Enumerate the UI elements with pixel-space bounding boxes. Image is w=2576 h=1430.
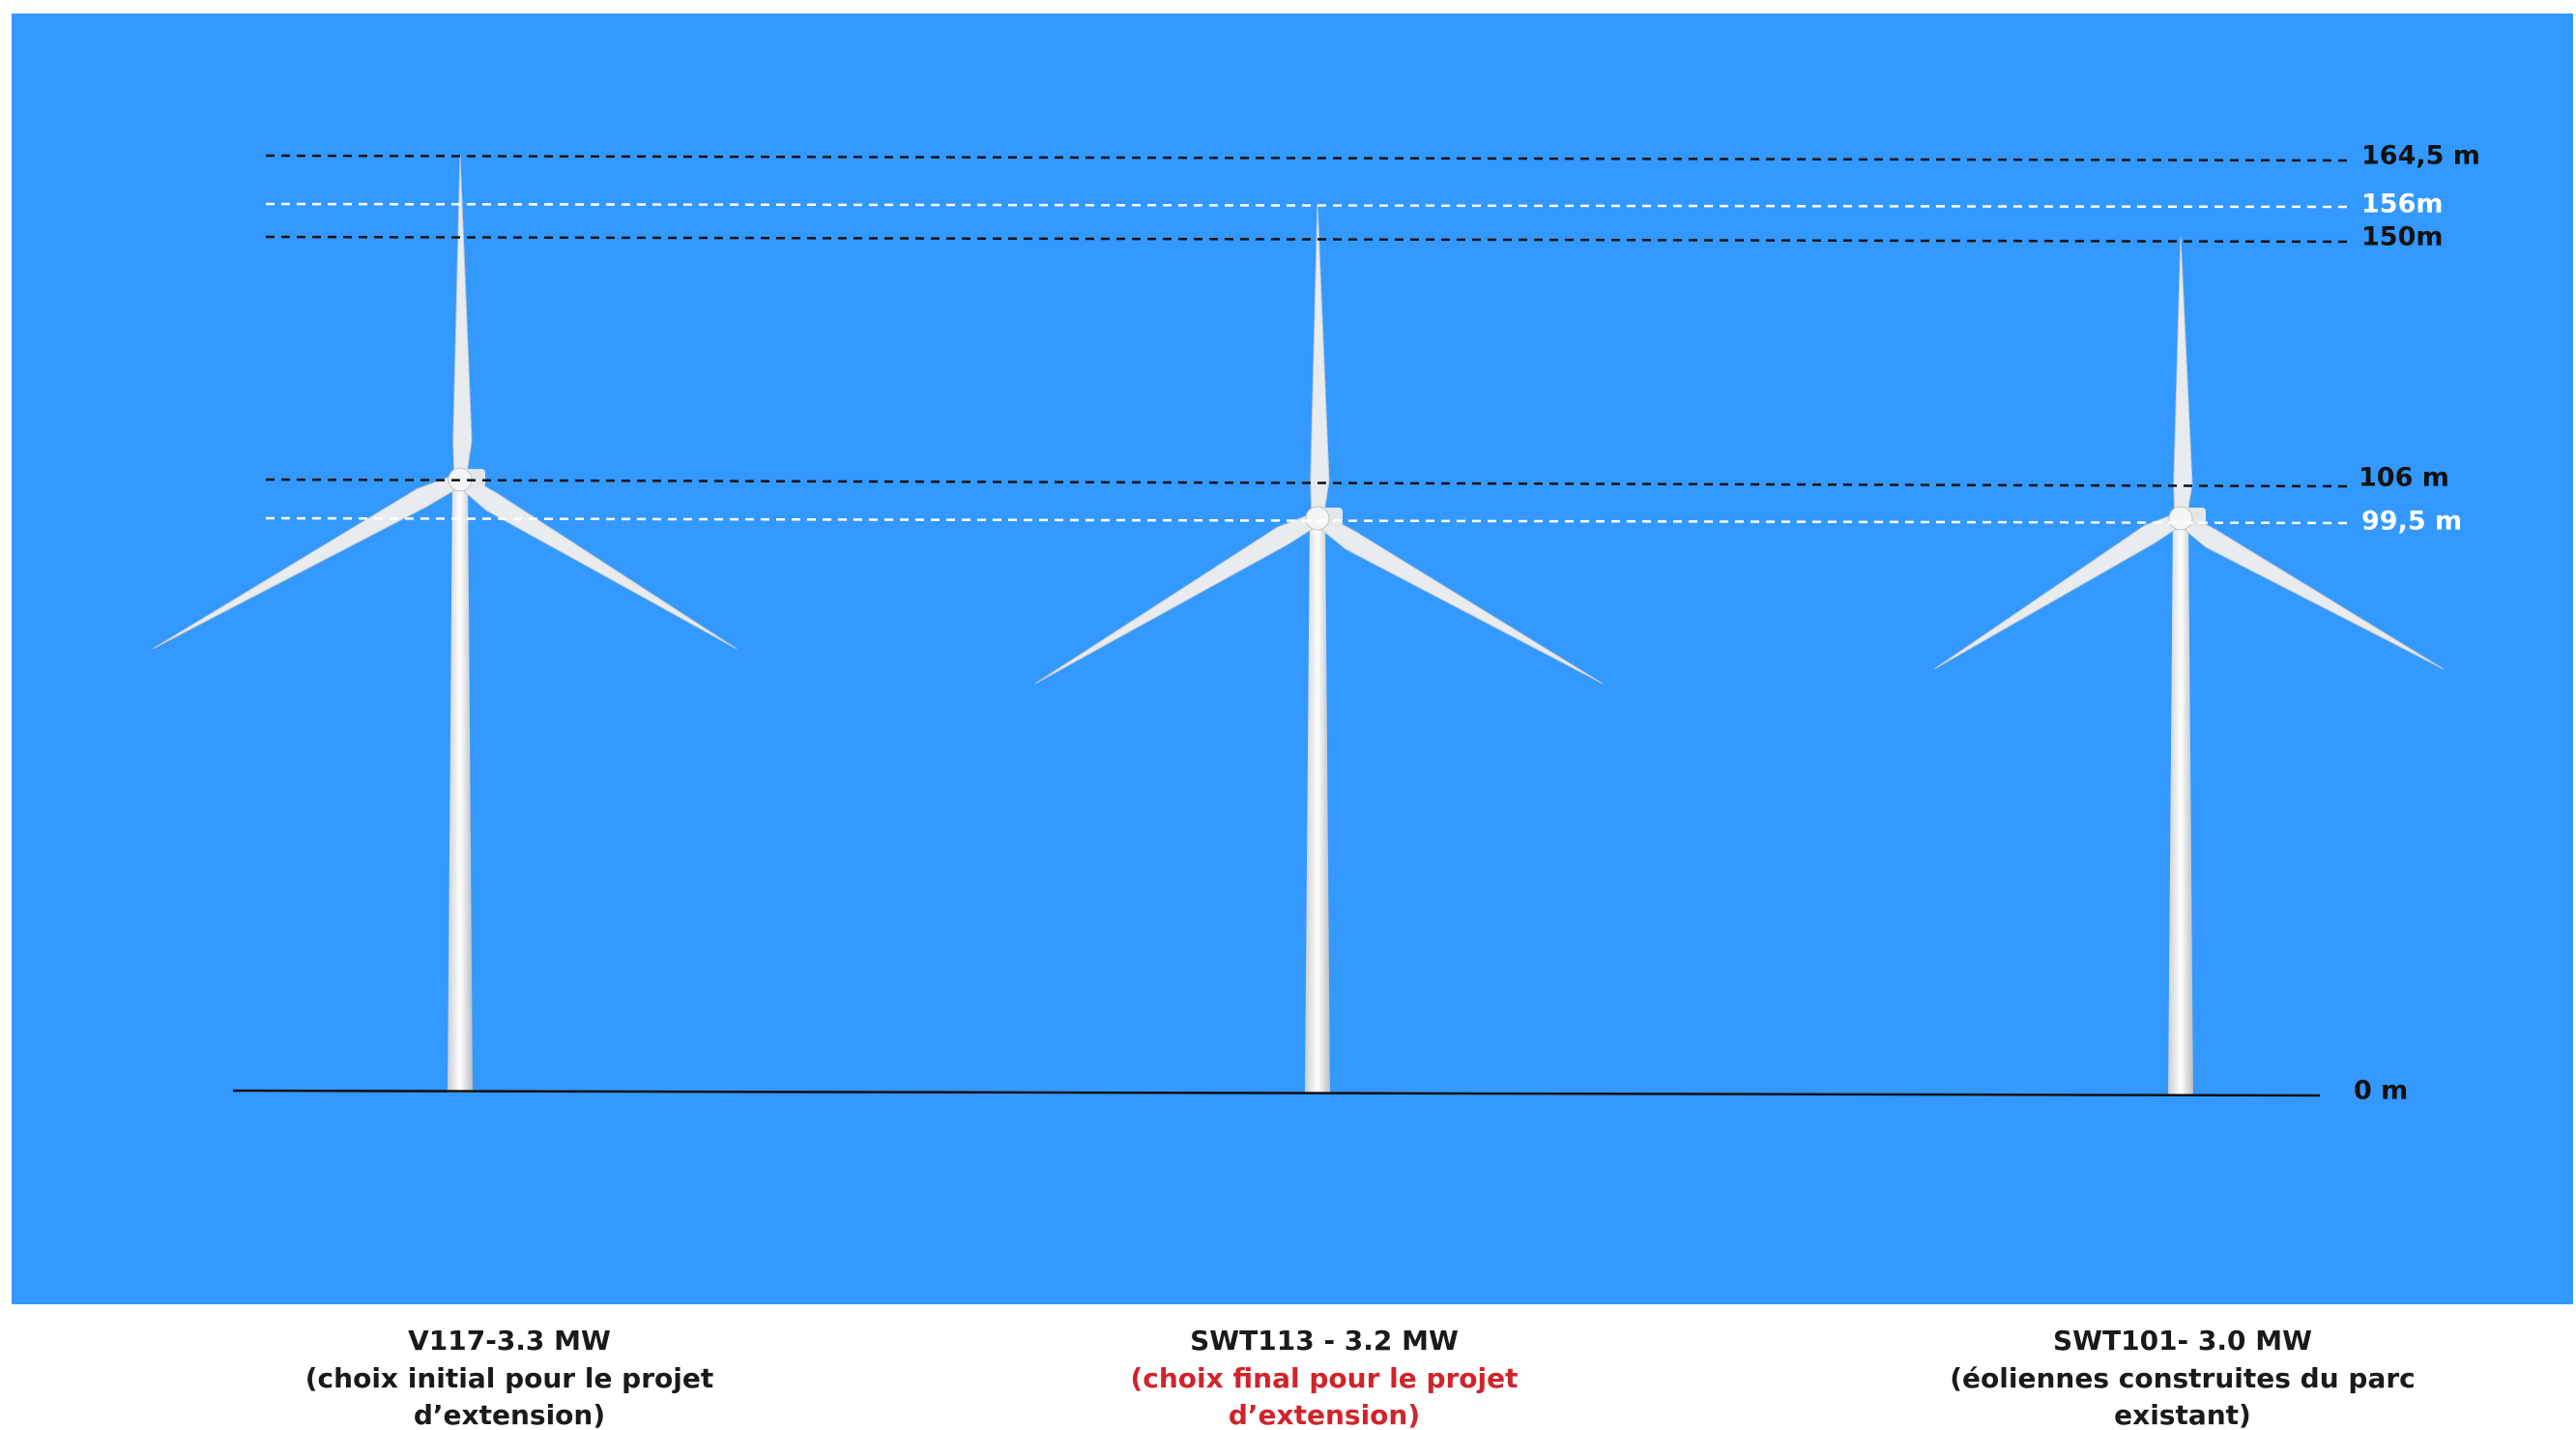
turbine-caption: d’extension) <box>1229 1399 1420 1430</box>
level-label: 106 m <box>2359 463 2449 493</box>
level-label: 99,5 m <box>2361 507 2462 537</box>
turbine-name: V117-3.3 MW <box>408 1325 611 1357</box>
sky <box>12 14 2573 1304</box>
turbine-caption: (choix final pour le projet <box>1130 1362 1518 1394</box>
tower <box>2168 518 2193 1095</box>
turbine-caption: (choix initial pour le projet <box>305 1362 714 1394</box>
level-label: 156m <box>2361 190 2444 219</box>
tower <box>448 480 473 1093</box>
turbine-name: SWT113 - 3.2 MW <box>1190 1325 1459 1357</box>
turbine-caption: (éoliennes construites du parc <box>1950 1362 2416 1394</box>
tower <box>1305 518 1330 1094</box>
turbine-name: SWT101- 3.0 MW <box>2053 1325 2312 1357</box>
ground-line <box>232 1089 2321 1097</box>
turbine-caption: existant) <box>2114 1399 2251 1430</box>
level-line <box>265 154 2354 162</box>
level-line <box>265 235 2354 244</box>
level-label: 164,5 m <box>2361 141 2480 171</box>
level-label: 0 m <box>2354 1076 2408 1106</box>
level-line <box>265 202 2354 209</box>
turbines <box>152 155 2445 1095</box>
turbine-caption: d’extension) <box>414 1399 605 1430</box>
hub <box>2168 506 2193 531</box>
level-label: 150m <box>2361 222 2444 252</box>
level-line <box>265 516 2354 525</box>
hub <box>1305 506 1330 531</box>
level-line <box>265 478 2354 488</box>
